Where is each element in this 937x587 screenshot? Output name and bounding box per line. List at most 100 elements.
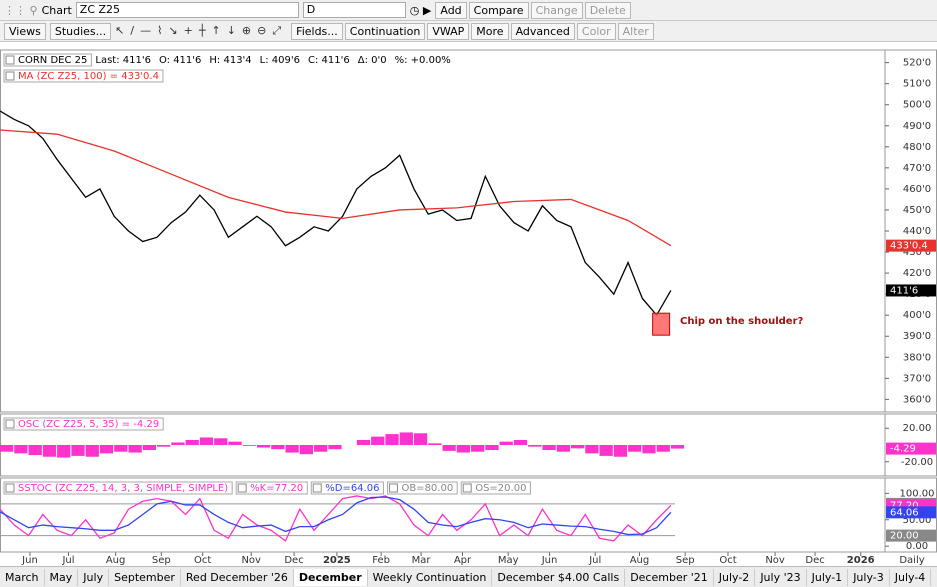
tab[interactable]: July-4 [890, 568, 932, 586]
toolbar-button[interactable]: Add [435, 1, 467, 19]
osc-bar [399, 432, 413, 445]
toolbar-button[interactable]: Delete [584, 1, 631, 19]
osc-bar [114, 445, 128, 452]
x-tick-label: Jun [541, 555, 558, 566]
y-tick-label: 480'0 [903, 142, 931, 153]
osc-bar [385, 434, 399, 445]
toolbar-button[interactable]: VWAP [427, 22, 470, 40]
legend-check [5, 419, 15, 429]
osc-bar [471, 445, 485, 452]
tab-bar: March May July September Red December '26 Dec… [0, 566, 937, 587]
views-button[interactable]: Views [4, 22, 46, 40]
y-tick-label: 450'0 [903, 205, 931, 216]
tab[interactable]: July-1 [807, 568, 849, 586]
button-group: Fields... Continuation VWAP More Advanced Col… [291, 22, 654, 40]
legend-entry: %K=77.20 [250, 483, 303, 494]
x-tick-label: Jul [61, 555, 74, 566]
value-tag [886, 506, 936, 519]
toolbar-button[interactable]: Continuation [344, 22, 426, 40]
x-tick-label: Aug [630, 555, 650, 566]
legend-box [310, 481, 384, 495]
tab[interactable]: July-3 [848, 568, 890, 586]
y-tick-label: 370'0 [903, 373, 931, 384]
value-tag [886, 239, 936, 252]
tab[interactable]: March [0, 568, 45, 586]
x-tick-label: Dec [805, 555, 824, 566]
legend-check [5, 483, 15, 493]
y-tick-label: 440'0 [903, 226, 931, 237]
level-tag-label: 20.00 [890, 531, 919, 542]
x-tick-label: Jun [21, 555, 38, 566]
y-tick-label: 400'0 [903, 310, 931, 321]
osc-bar [356, 439, 371, 445]
osc-bar [99, 445, 114, 454]
osc-bar [599, 445, 613, 456]
toolbar-button[interactable]: Change [530, 1, 583, 19]
osc-bar [256, 445, 271, 448]
x-tick-label: Sep [676, 555, 695, 566]
x-tick-label: Nov [241, 555, 261, 566]
value-tag-label: 77.20 [890, 500, 919, 511]
tab[interactable]: December $4.00 Calls [492, 568, 626, 586]
interval-label: Daily [899, 555, 924, 566]
panel [0, 49, 937, 413]
x-tick-label: May [498, 555, 519, 566]
series-line [0, 110, 672, 317]
toolbar-button[interactable]: Fields... [291, 22, 343, 40]
value-tag-label: 411'6 [890, 285, 918, 296]
legend-box [3, 481, 233, 495]
osc-bar [413, 433, 428, 445]
value-tag [886, 284, 936, 297]
series-line [0, 496, 672, 536]
osc-bar [242, 445, 256, 446]
tab[interactable]: September [109, 568, 181, 586]
tab[interactable]: July '23 [755, 568, 807, 586]
x-tick-label: Nov [765, 555, 785, 566]
osc-bar [542, 445, 556, 451]
toolbar-button[interactable]: Advanced [510, 22, 575, 40]
y-tick-label: 510'0 [903, 79, 931, 90]
tab[interactable]: Red December '26 [181, 568, 294, 586]
tab[interactable]: July-2 [714, 568, 756, 586]
toolbar-button[interactable]: Alter [617, 22, 654, 40]
tab[interactable]: December [293, 568, 368, 586]
legend-field: C: 411'6 [308, 55, 350, 66]
osc-bar [157, 445, 171, 447]
y-tick-label: 460'0 [903, 184, 931, 195]
drawing-tools[interactable]: ↖/—⌇↘+┼↑↓⊕⊖⤢ [115, 24, 288, 37]
legend-field: H: 413'4 [209, 55, 251, 66]
toolbar-button[interactable]: Color [576, 22, 616, 40]
osc-bar [0, 445, 14, 452]
interval-input[interactable]: D [302, 2, 406, 18]
grip: ⋮⋮ ⚲ [4, 3, 38, 17]
y-tick-label: 490'0 [903, 121, 931, 132]
y-tick-label: 500'0 [903, 100, 931, 111]
x-tick-label: Jul [588, 555, 601, 566]
tab[interactable]: May [45, 568, 79, 586]
tab[interactable]: December '21 [625, 568, 714, 586]
legend-entry: CORN DEC 25 [18, 55, 87, 66]
annotation: Chip on the shoulder? [680, 316, 804, 327]
symbol-input[interactable]: ZC Z25 [75, 2, 299, 18]
value-tag-label: 64.06 [890, 507, 919, 518]
tab[interactable]: July [78, 568, 110, 586]
tab[interactable]: Weekly Continuation [368, 568, 493, 586]
toolbar-button[interactable]: More [471, 22, 509, 40]
toolbar-button[interactable]: Compare [468, 1, 529, 19]
osc-bar [371, 436, 385, 445]
osc-bar [71, 445, 85, 456]
legend-box [3, 417, 164, 431]
y-tick-label: 100.00 [900, 488, 935, 499]
legend-check [5, 55, 15, 65]
legend-box [3, 69, 164, 83]
osc-bar [428, 443, 442, 445]
x-tick-label: Dec [284, 555, 303, 566]
osc-bar [28, 445, 42, 456]
play[interactable]: ◷ ▶ [409, 3, 432, 17]
osc-bar [442, 445, 456, 451]
toolbar: Views Studies... ↖/—⌇↘+┼↑↓⊕⊖⤢ Fields... C… [0, 21, 937, 42]
studies-button[interactable]: Studies... [49, 22, 112, 40]
legend-check [237, 483, 247, 493]
legend-box [235, 481, 308, 495]
